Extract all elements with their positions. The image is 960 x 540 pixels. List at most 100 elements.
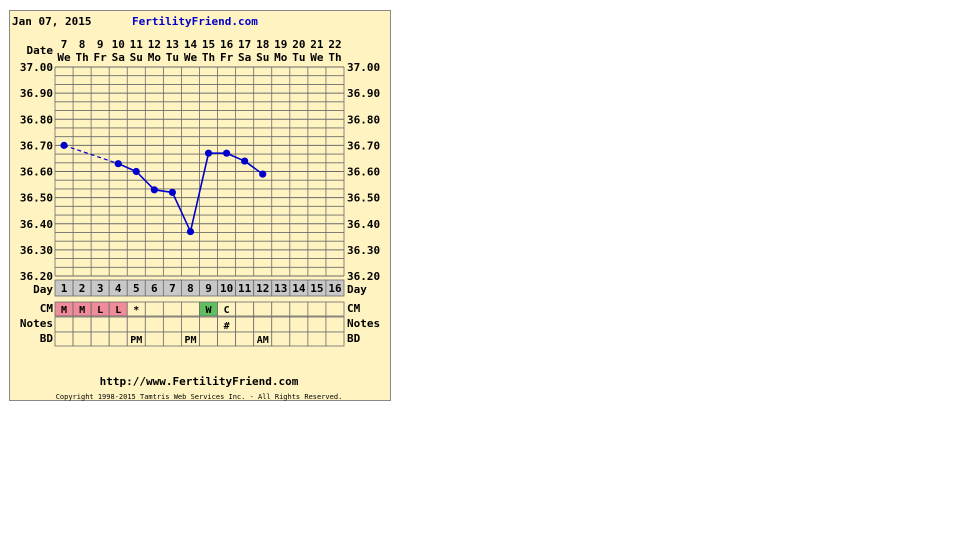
y-tick-label-right: 36.30 [347, 244, 380, 257]
date-label: 12 [148, 38, 161, 51]
cm-cell-value: L [97, 305, 103, 316]
weekday-label: We [184, 51, 198, 64]
date-label: 8 [79, 38, 86, 51]
notes-cell [144, 316, 164, 333]
date-label: 7 [61, 38, 68, 51]
y-tick-label-right: 37.00 [347, 61, 380, 74]
date-label: 14 [184, 38, 198, 51]
footer-url[interactable]: http://www.FertilityFriend.com [100, 375, 299, 388]
cycle-day-label: 3 [97, 282, 104, 295]
date-row-label: Date [27, 44, 54, 57]
y-tick-label-right: 36.40 [347, 218, 380, 231]
bd-cell-value: AM [257, 335, 269, 346]
y-tick-label: 36.40 [20, 218, 53, 231]
notes-cell [307, 316, 327, 333]
bd-row-label: BD [40, 332, 54, 345]
cm-row-label: CM [40, 302, 54, 315]
temperature-point [168, 188, 177, 196]
bd-cell [325, 331, 345, 347]
temperature-point [132, 167, 140, 176]
cm-cell-value: * [133, 305, 139, 316]
temperature-point [186, 227, 195, 236]
cycle-day-label: 15 [310, 282, 323, 295]
cycle-day-label: 9 [205, 282, 212, 295]
weekday-label: Fr [220, 51, 234, 64]
temperature-point [150, 186, 158, 194]
weekday-label: We [57, 51, 71, 64]
weekday-label: Tu [292, 51, 305, 64]
weekday-label: Sa [238, 51, 251, 64]
footer-copyright: Copyright 1998-2015 Tamtris Web Services… [56, 393, 343, 401]
cycle-day-cell [325, 279, 345, 297]
y-tick-label-right: 36.20 [347, 270, 380, 283]
cm-cell [181, 301, 200, 317]
cycle-day-label: 6 [151, 282, 158, 295]
day-row-label: Day [33, 283, 53, 296]
weekday-label: Tu [166, 51, 179, 64]
weekday-label: Sa [112, 51, 125, 64]
cm-cell [253, 301, 273, 317]
notes-cell [72, 316, 92, 333]
temperature-point [60, 141, 68, 149]
bd-cell [162, 331, 182, 347]
cm-cell [162, 301, 182, 317]
cycle-day-label: 7 [169, 282, 176, 295]
date-label: 9 [97, 38, 104, 51]
cycle-day-label: 16 [328, 282, 342, 295]
cycle-day-label: 11 [238, 282, 252, 295]
bd-cell [72, 331, 92, 347]
weekday-label: Mo [274, 51, 288, 64]
cycle-day-label: 12 [256, 282, 269, 295]
cm-cell-value: M [79, 305, 85, 316]
temperature-point [259, 170, 267, 178]
temperature-line-segment [244, 160, 264, 175]
bd-cell [108, 331, 128, 347]
y-axis-right: 37.00 36.90 36.80 36.70 36.60 36.50 36.40 36.30… [347, 61, 380, 283]
bd-cell [217, 331, 237, 347]
bd-cell-value: PM [130, 335, 142, 346]
y-tick-label: 37.00 [20, 61, 53, 74]
bd-cell [90, 331, 110, 347]
temperature-point [204, 149, 213, 157]
notes-cell [253, 316, 273, 333]
y-tick-label-right: 36.60 [347, 166, 380, 179]
bd-cell [144, 331, 164, 347]
weekday-label: Su [130, 51, 143, 64]
notes-cell [126, 316, 146, 333]
notes-row-label-right: Notes [347, 317, 380, 330]
cm-cell [289, 301, 309, 317]
bd-cell [271, 331, 291, 347]
y-tick-label-right: 36.70 [347, 139, 380, 152]
date-label: 21 [310, 38, 324, 51]
weekday-label: Th [328, 51, 341, 64]
date-labels: 7 8 9 10 11 12 13 14 15 16 17 18 19 20 21 22 We Th Fr Sa Su M… [57, 38, 341, 64]
cycle-day-label: 5 [133, 282, 140, 295]
fertility-chart: Jan 07, 2015 FertilityFriend.com Date 37… [9, 10, 391, 401]
date-label: 10 [112, 38, 125, 51]
notes-cell [271, 316, 291, 333]
cycle-day-label: 1 [61, 282, 68, 295]
temperature-point [241, 157, 249, 165]
bd-cell [289, 331, 309, 347]
y-tick-label: 36.50 [20, 192, 53, 205]
bd-cell-value: PM [184, 335, 196, 346]
date-label: 22 [328, 38, 341, 51]
notes-cell [162, 316, 182, 333]
y-tick-label: 36.20 [20, 270, 53, 283]
temperature-series [60, 141, 267, 236]
notes-cell [325, 316, 345, 333]
date-label: 11 [130, 38, 144, 51]
bd-cell [199, 331, 218, 347]
site-name[interactable]: FertilityFriend.com [132, 15, 258, 28]
notes-cell [289, 316, 309, 333]
temperature-grid [54, 66, 345, 277]
cm-cell [144, 301, 164, 317]
weekday-label: We [310, 51, 324, 64]
cm-cell-value: L [115, 305, 121, 316]
bd-row-label-right: BD [347, 332, 361, 345]
weekday-label: Fr [94, 51, 108, 64]
date-label: 17 [238, 38, 251, 51]
notes-cell [54, 316, 74, 333]
cm-cell [307, 301, 327, 317]
